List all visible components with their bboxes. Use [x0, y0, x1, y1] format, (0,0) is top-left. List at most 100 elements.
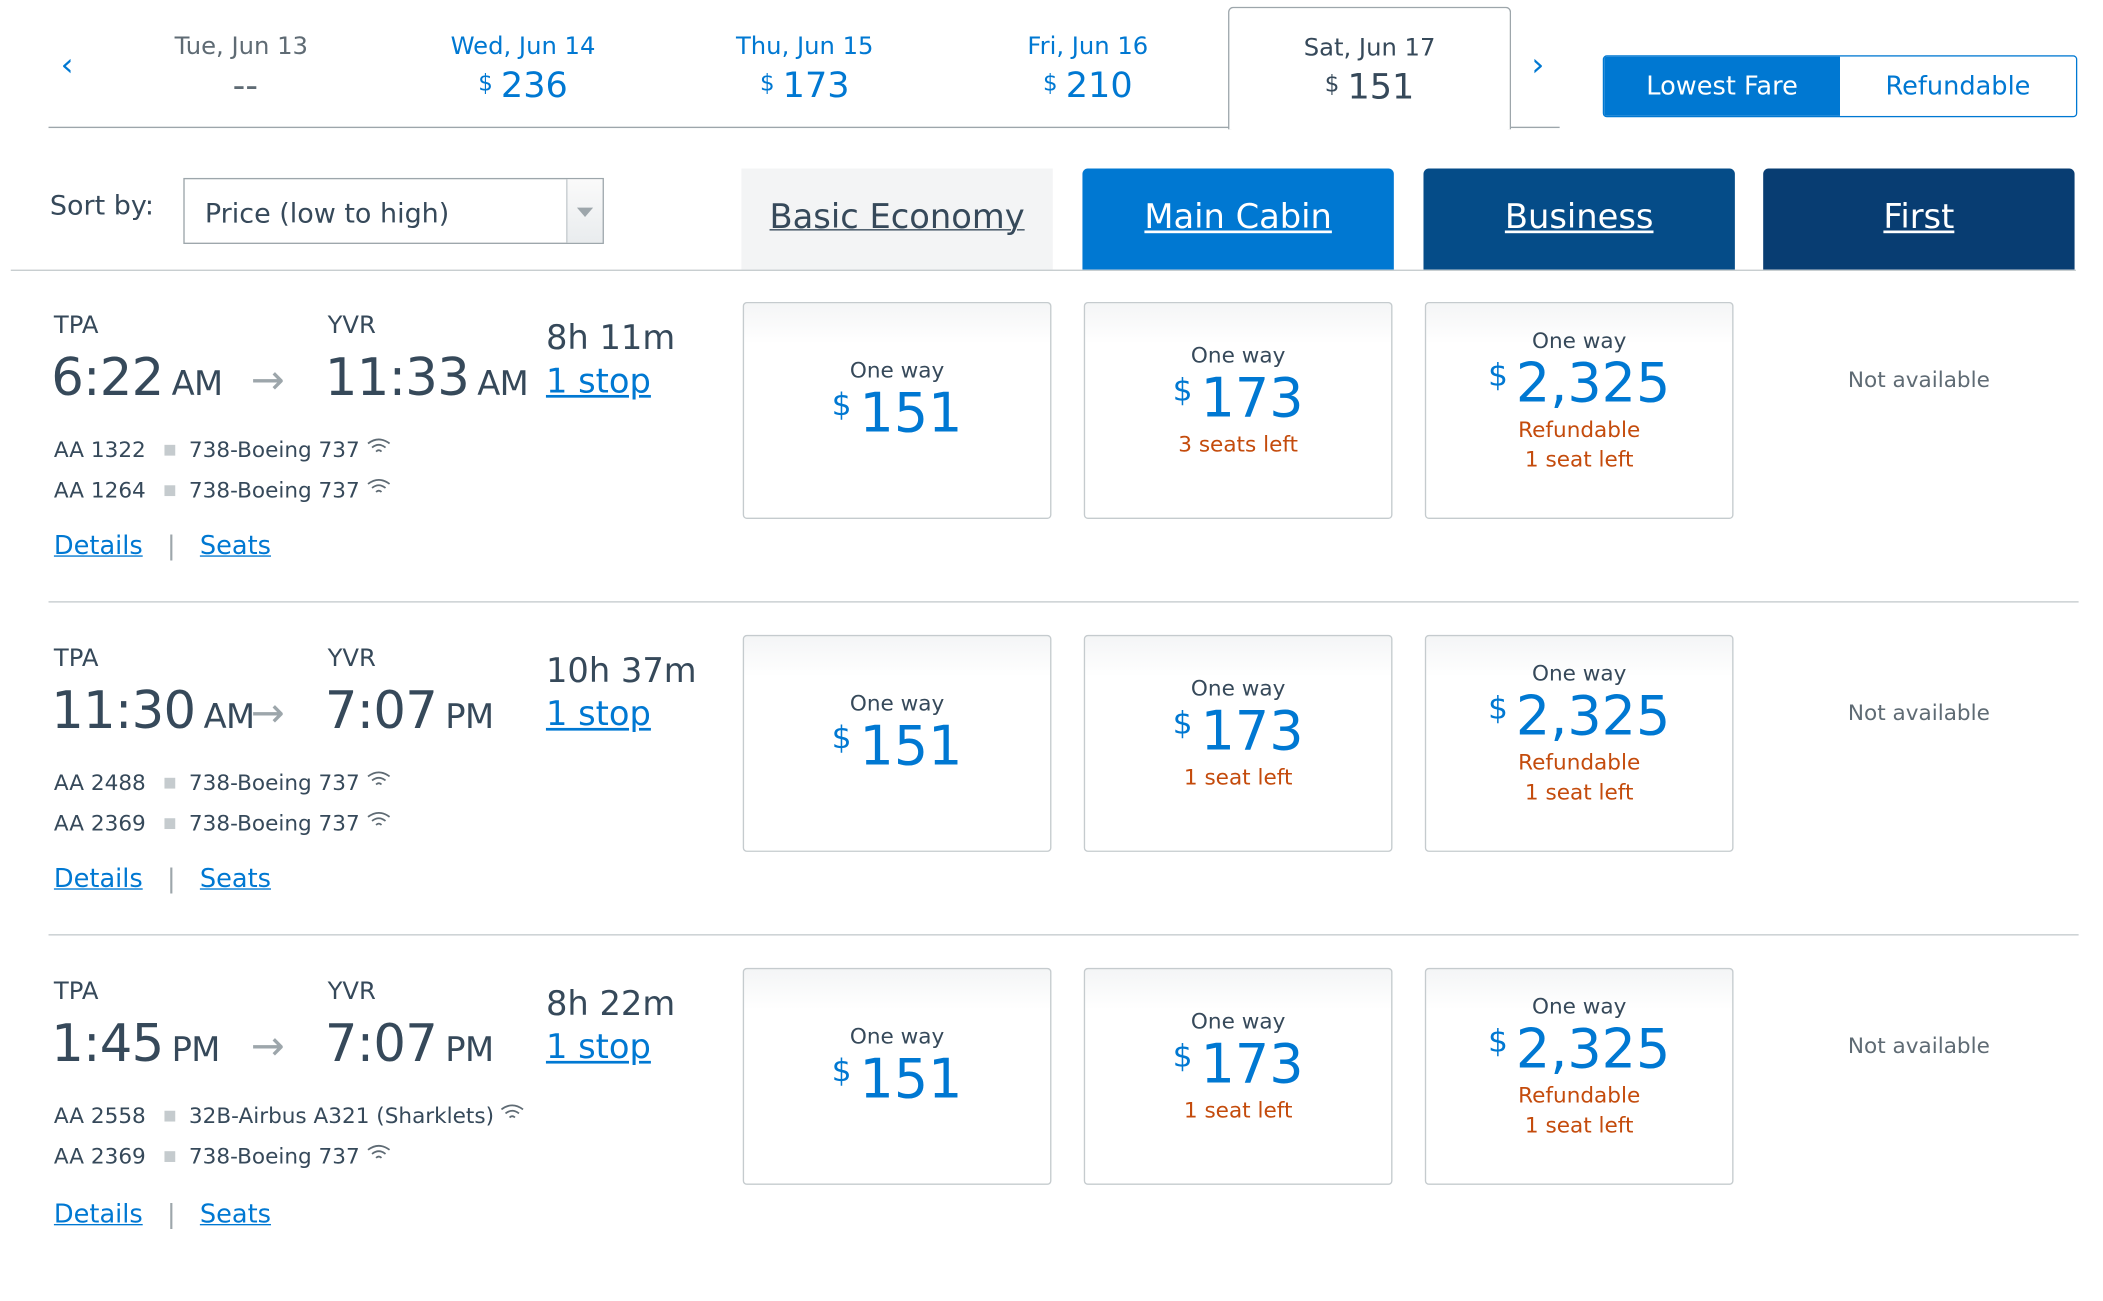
chevron-right-icon[interactable]: › [1531, 45, 1545, 84]
currency: $ [478, 70, 493, 98]
arrow-right-icon: → [250, 690, 285, 738]
cabin-business[interactable]: Business [1423, 168, 1735, 270]
duration: 8h 11m [545, 318, 676, 358]
stops-link[interactable]: 1 stop [545, 694, 651, 734]
currency: $ [1172, 1039, 1193, 1075]
seats-left: 1 seat left [1524, 779, 1634, 805]
stops-link[interactable]: 1 stop [545, 1027, 651, 1067]
details-link[interactable]: Details [53, 1199, 143, 1230]
seats-link[interactable]: Seats [199, 1199, 271, 1230]
refundable-note: Refundable [1518, 749, 1641, 776]
flight-row: TPA YVR 6:22 AM → 11:33 AM 8h 11m 1 stop A… [0, 301, 2103, 635]
cabin-basic-economy[interactable]: Basic Economy [741, 168, 1053, 270]
fare-amount: $151 [744, 1049, 1050, 1111]
amount-value: 2,325 [1515, 1019, 1671, 1082]
fare-label: One way [1531, 660, 1627, 687]
seats-link[interactable]: Seats [199, 864, 271, 894]
time-value: 11:33 [324, 347, 470, 408]
flight-leg: AA 1264 738-Boeing 737 [54, 477, 391, 503]
wifi-icon [367, 771, 390, 786]
flight-row: TPA YVR 1:45 PM → 7:07 PM 8h 22m 1 stop AA… [0, 967, 2103, 1301]
square-icon [164, 1151, 176, 1162]
fare-amount: $151 [744, 716, 1050, 778]
time-value: 1:45 [51, 1013, 164, 1074]
fare-label: One way [1190, 342, 1286, 369]
date-tab-jun-16[interactable]: Fri, Jun 16 $210 [953, 11, 1223, 119]
origin-airport: TPA [53, 977, 99, 1006]
fare-main-cabin[interactable]: One way $173 3 seats left [1083, 301, 1393, 519]
seats-left: 3 seats left [1178, 431, 1299, 457]
chevron-down-icon[interactable] [566, 179, 603, 243]
aircraft: 738-Boeing 737 [188, 436, 360, 463]
link-separator: | [166, 864, 176, 894]
currency: $ [831, 388, 852, 424]
chevron-left-icon[interactable]: ‹ [60, 45, 74, 84]
fare-main-cabin[interactable]: One way $173 1 seat left [1083, 634, 1393, 852]
fare-basic-economy[interactable]: One way $151 [742, 301, 1052, 519]
currency: $ [1488, 1024, 1508, 1060]
sort-dropdown[interactable]: Price (low to high) [183, 177, 604, 244]
date-strip-line-right [1508, 126, 1560, 129]
wifi-icon [501, 1104, 525, 1119]
time-value: 6:22 [51, 347, 164, 408]
date-price: $236 [388, 66, 658, 106]
row-divider [48, 601, 2079, 603]
currency: $ [1324, 71, 1340, 99]
fare-business[interactable]: One way $2,325 Refundable 1 seat left [1424, 634, 1734, 852]
amount-value: 2,325 [1515, 353, 1671, 416]
date-tab-jun-17[interactable]: Sat, Jun 17 $151 [1235, 12, 1505, 120]
currency: $ [831, 1054, 852, 1090]
details-link[interactable]: Details [53, 864, 143, 894]
cabin-first[interactable]: First [1763, 168, 2075, 270]
refundable-button[interactable]: Refundable [1840, 56, 2076, 116]
time-ampm: AM [477, 363, 528, 404]
fare-amount: $173 [1085, 701, 1391, 763]
details-link[interactable]: Details [53, 531, 143, 561]
date-tab-jun-15[interactable]: Thu, Jun 15 $173 [670, 11, 940, 119]
dest-airport: YVR [327, 311, 376, 340]
date-label: Sat, Jun 17 [1303, 33, 1436, 63]
fare-label: One way [1190, 675, 1286, 701]
lowest-fare-button[interactable]: Lowest Fare [1604, 56, 1841, 116]
origin-airport: TPA [53, 311, 99, 340]
aircraft: 738-Boeing 737 [188, 810, 360, 836]
date-price: -- [106, 66, 376, 106]
header-divider [10, 269, 2076, 271]
currency: $ [1172, 373, 1193, 409]
cabin-main[interactable]: Main Cabin [1082, 168, 1394, 270]
wifi-icon [367, 479, 390, 493]
price-value: 173 [782, 66, 850, 107]
aircraft: 738-Boeing 737 [188, 477, 360, 503]
square-icon [164, 1110, 176, 1122]
dest-airport: YVR [327, 977, 376, 1006]
time-ampm: AM [203, 696, 255, 737]
price-value: 236 [500, 66, 568, 107]
row-divider [48, 934, 2079, 936]
wifi-icon [367, 811, 390, 826]
stops-link[interactable]: 1 stop [545, 361, 651, 401]
time-ampm: PM [445, 1029, 494, 1069]
fare-main-cabin[interactable]: One way $173 1 seat left [1083, 967, 1393, 1185]
flight-links: Details | Seats [54, 531, 271, 561]
time-ampm: AM [171, 363, 223, 404]
seats-link[interactable]: Seats [199, 531, 271, 561]
fare-amount: $173 [1085, 368, 1391, 430]
flight-number: AA 2558 [53, 1102, 146, 1129]
fare-business[interactable]: One way $2,325 Refundable 1 seat left [1424, 301, 1734, 519]
aircraft: 32B-Airbus A321 (Sharklets) [188, 1102, 495, 1129]
fare-basic-economy[interactable]: One way $151 [742, 634, 1052, 852]
date-tab-jun-14[interactable]: Wed, Jun 14 $236 [388, 11, 658, 119]
fare-business[interactable]: One way $2,325 Refundable 1 seat left [1424, 967, 1734, 1185]
currency: $ [1172, 706, 1193, 742]
date-tab-jun-13[interactable]: Tue, Jun 13 -- [106, 11, 376, 119]
flight-links: Details | Seats [54, 864, 271, 894]
aircraft: 738-Boeing 737 [188, 769, 360, 796]
date-price: $210 [953, 66, 1223, 106]
wifi-icon [367, 1144, 390, 1159]
seats-left: 1 seat left [1183, 764, 1293, 790]
first-not-available: Not available [1847, 699, 1990, 726]
amount-value: 173 [1200, 1033, 1304, 1096]
date-label: Tue, Jun 13 [174, 32, 308, 61]
fare-basic-economy[interactable]: One way $151 [742, 967, 1052, 1185]
time-value: 7:07 [324, 680, 438, 741]
